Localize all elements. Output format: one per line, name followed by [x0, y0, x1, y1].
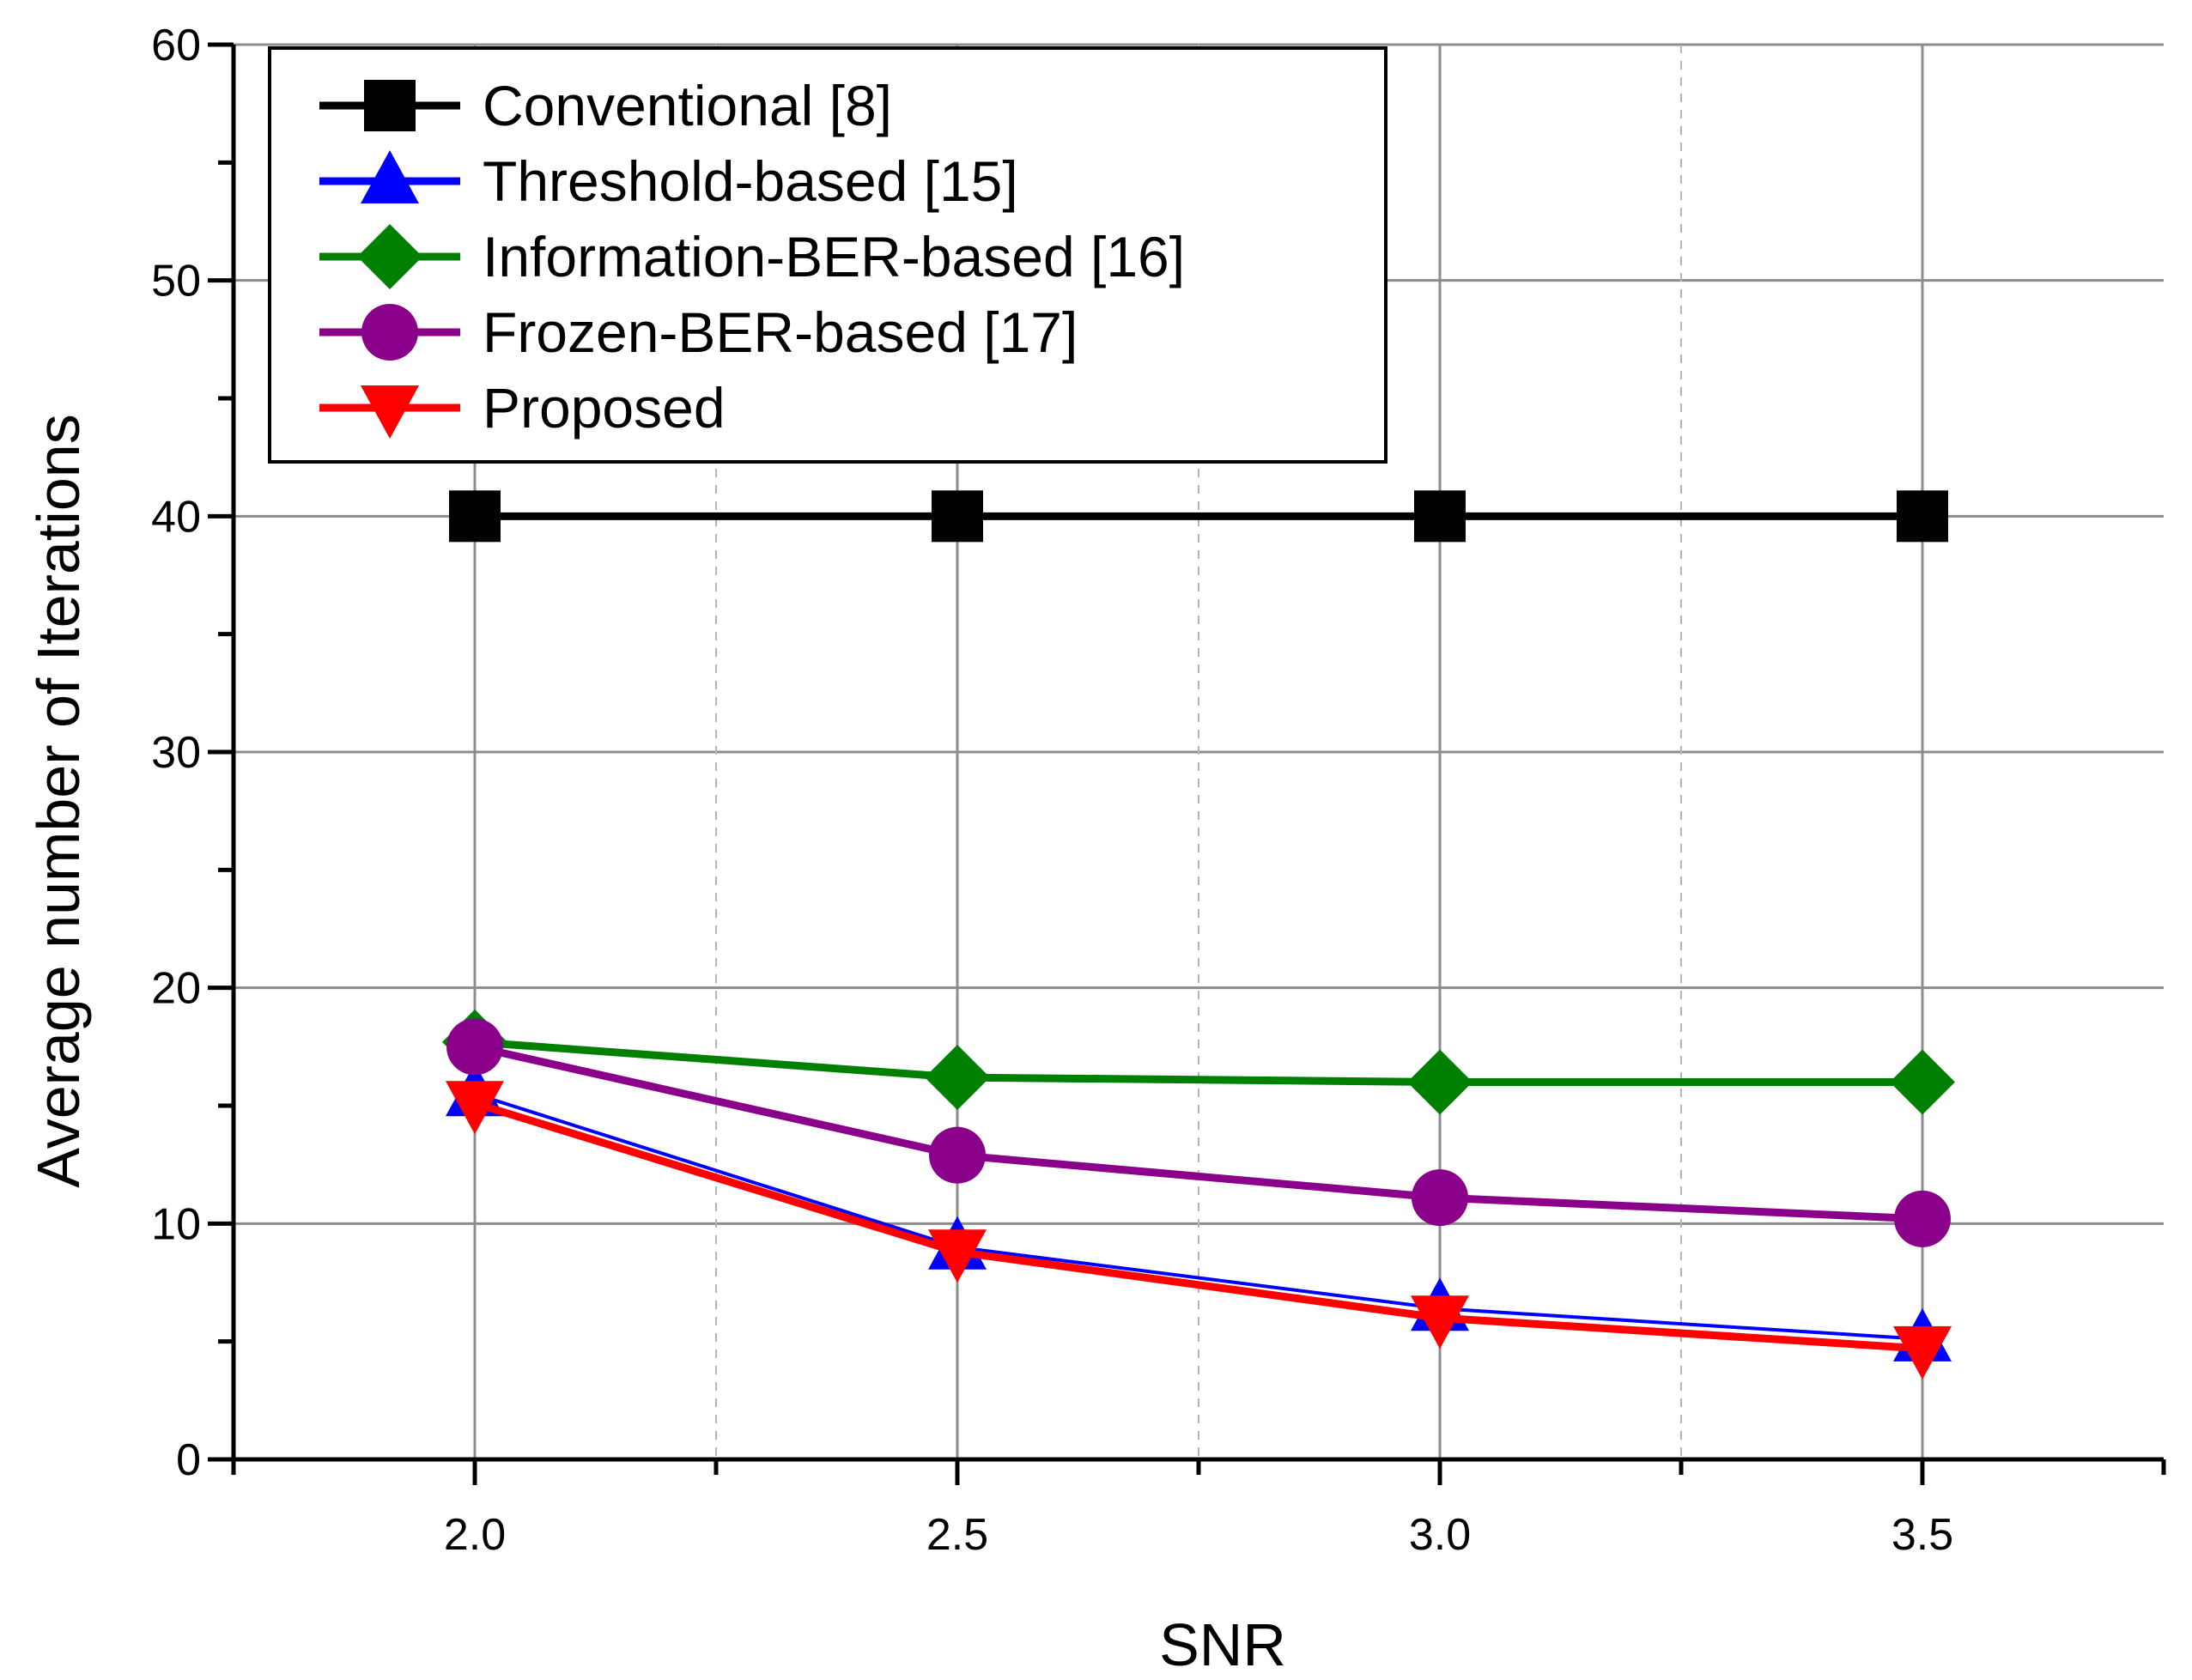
data-point — [1890, 1049, 1955, 1115]
x-tick-label: 2.5 — [926, 1510, 988, 1560]
legend-label: Proposed — [483, 376, 726, 440]
data-point — [928, 1229, 987, 1283]
series-proposed — [446, 1081, 1952, 1380]
y-tick-label: 30 — [151, 728, 201, 778]
data-point — [449, 490, 501, 543]
series-frozen-ber-based-17 — [446, 1018, 1951, 1247]
y-tick-label: 50 — [151, 257, 201, 306]
series-line — [474, 1092, 1923, 1341]
data-point — [446, 1018, 503, 1076]
y-tick-label: 20 — [151, 964, 201, 1014]
data-point — [932, 490, 983, 543]
data-point — [1411, 1295, 1469, 1349]
y-axis-title: Average number of Iterations — [25, 414, 92, 1187]
data-point — [1407, 1049, 1472, 1115]
data-point — [446, 1081, 504, 1135]
series-conventional-8 — [449, 490, 1948, 543]
data-point — [1414, 490, 1466, 543]
data-point — [925, 1045, 990, 1111]
legend-label: Frozen-BER-based [17] — [483, 300, 1078, 364]
legend-label: Conventional [8] — [483, 74, 892, 137]
x-tick-label: 2.0 — [444, 1510, 506, 1560]
x-tick-label: 3.0 — [1409, 1510, 1471, 1560]
data-point — [929, 1126, 986, 1184]
plot-area — [442, 490, 1955, 1380]
legend: Conventional [8] Threshold-based [15] Info… — [268, 46, 1387, 464]
legend-label: Information-BER-based [16] — [483, 225, 1185, 288]
legend-label: Threshold-based [15] — [483, 149, 1018, 213]
data-point — [1894, 1190, 1951, 1247]
data-point — [1412, 1169, 1468, 1227]
legend-marker — [364, 80, 416, 131]
legend-marker — [361, 304, 418, 361]
series-line — [473, 1099, 1923, 1353]
legend-marker — [361, 385, 419, 439]
axes: 0 10 20 30 40 50 60 2.0 2.5 3.0 3.5 — [151, 21, 2166, 1560]
x-tick-label: 3.5 — [1891, 1510, 1953, 1560]
y-tick-label: 60 — [151, 21, 201, 70]
series-line — [474, 1038, 1922, 1087]
x-axis-title: SNR — [1159, 1611, 1286, 1678]
data-point — [1893, 1325, 1952, 1380]
y-tick-label: 40 — [151, 492, 201, 542]
y-tick-label: 10 — [151, 1199, 201, 1249]
legend-marker — [361, 150, 419, 203]
legend-marker — [357, 224, 422, 289]
y-tick-label: 0 — [176, 1435, 201, 1485]
data-point — [1897, 490, 1948, 543]
series-line — [474, 1042, 1923, 1223]
